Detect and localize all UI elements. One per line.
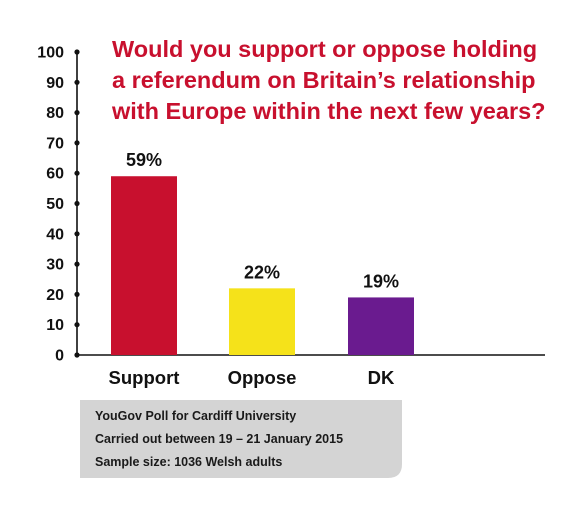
y-tick-mark — [74, 291, 80, 297]
bars: 59% Support 22% Oppose 19% DK — [109, 150, 414, 388]
y-tick-mark — [74, 170, 80, 176]
chart-title: Would you support or oppose holding a re… — [111, 36, 546, 124]
y-tick-label: 60 — [46, 166, 64, 183]
y-tick-mark — [74, 140, 80, 146]
category-label-oppose: Oppose — [228, 367, 297, 388]
y-tick-mark — [74, 261, 80, 267]
y-tick-mark — [74, 231, 80, 237]
y-tick-label: 0 — [55, 348, 64, 365]
data-label-oppose: 22% — [244, 262, 280, 282]
chart-title-line-3: with Europe within the next few years? — [111, 98, 546, 124]
y-tick-mark — [74, 49, 80, 55]
y-tick-label: 20 — [46, 287, 64, 304]
source-note-line-2: Carried out between 19 – 21 January 2015 — [95, 432, 343, 446]
category-label-support: Support — [109, 367, 180, 388]
y-tick-mark — [74, 352, 80, 358]
y-tick-mark — [74, 79, 80, 85]
y-tick-mark — [74, 322, 80, 328]
data-label-dk: 19% — [363, 271, 399, 291]
bar-support — [111, 176, 177, 355]
y-tick-mark — [74, 200, 80, 207]
source-note-box — [80, 400, 402, 478]
y-tick-label: 80 — [46, 105, 64, 122]
chart-title-line-1: Would you support or oppose holding — [112, 36, 537, 62]
y-tick-label: 40 — [46, 226, 64, 243]
source-note-line-1: YouGov Poll for Cardiff University — [95, 409, 296, 423]
data-label-support: 59% — [126, 150, 162, 170]
y-tick-label: 50 — [46, 196, 64, 213]
bar-dk — [348, 297, 414, 355]
bar-oppose — [229, 288, 295, 355]
y-tick-label: 70 — [46, 135, 64, 152]
y-tick-mark — [74, 110, 80, 116]
source-note-line-3: Sample size: 1036 Welsh adults — [95, 455, 282, 469]
y-tick-label: 30 — [46, 257, 64, 274]
y-tick-label: 100 — [37, 45, 64, 62]
category-label-dk: DK — [368, 367, 395, 388]
source-note: YouGov Poll for Cardiff University Carri… — [80, 400, 402, 478]
y-tick-label: 90 — [46, 75, 64, 92]
y-tick-label: 10 — [46, 317, 64, 334]
chart-title-line-2: a referendum on Britain’s relationship — [112, 67, 536, 93]
